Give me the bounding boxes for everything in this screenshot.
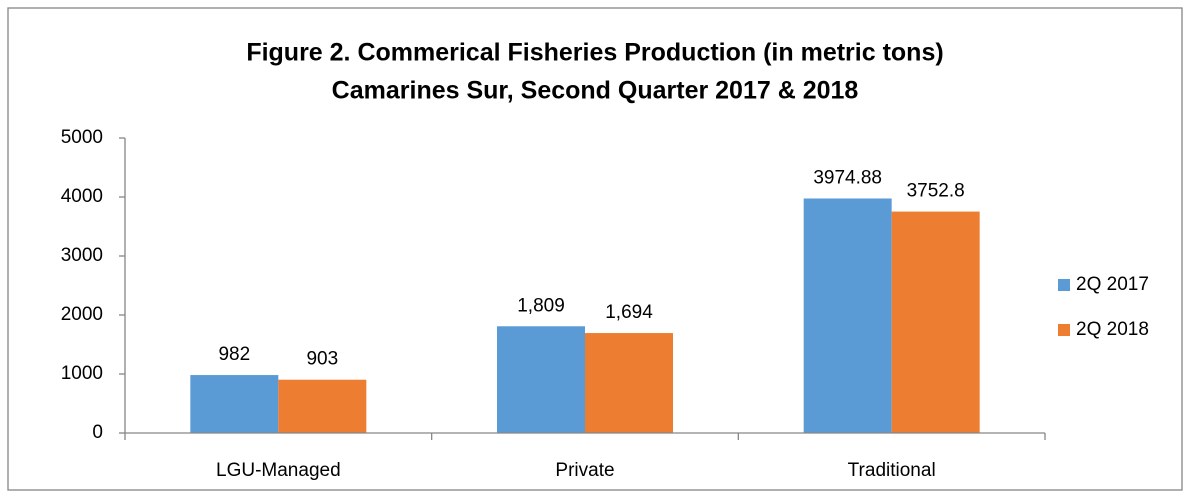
bar bbox=[190, 375, 279, 433]
value-label: 1,694 bbox=[605, 302, 653, 323]
bar bbox=[803, 198, 892, 433]
bar bbox=[278, 379, 367, 433]
legend-label: 2Q 2017 bbox=[1076, 274, 1149, 295]
bar bbox=[585, 333, 673, 433]
chart-subtitle: Camarines Sur, Second Quarter 2017 & 201… bbox=[332, 77, 859, 105]
x-tick-label: Traditional bbox=[848, 460, 936, 481]
legend-label: 2Q 2018 bbox=[1076, 319, 1149, 340]
y-tick-label: 3000 bbox=[61, 245, 103, 266]
value-label: 982 bbox=[218, 344, 250, 365]
y-tick-label: 0 bbox=[92, 422, 103, 443]
y-tick-label: 4000 bbox=[61, 186, 103, 207]
legend-swatch bbox=[1058, 324, 1070, 336]
y-tick-label: 1000 bbox=[61, 363, 103, 384]
y-tick-label: 2000 bbox=[61, 304, 103, 325]
bar bbox=[497, 326, 585, 433]
chart-title: Figure 2. Commerical Fisheries Productio… bbox=[246, 39, 943, 67]
value-label: 3752.8 bbox=[907, 181, 965, 202]
y-tick-label: 5000 bbox=[61, 127, 103, 148]
value-label: 1,809 bbox=[517, 295, 565, 316]
x-tick-label: Private bbox=[555, 460, 614, 481]
value-label: 903 bbox=[306, 349, 338, 370]
legend-swatch bbox=[1058, 279, 1070, 291]
bar bbox=[891, 211, 980, 433]
x-tick-label: LGU-Managed bbox=[216, 460, 341, 481]
value-label: 3974.88 bbox=[813, 167, 882, 188]
